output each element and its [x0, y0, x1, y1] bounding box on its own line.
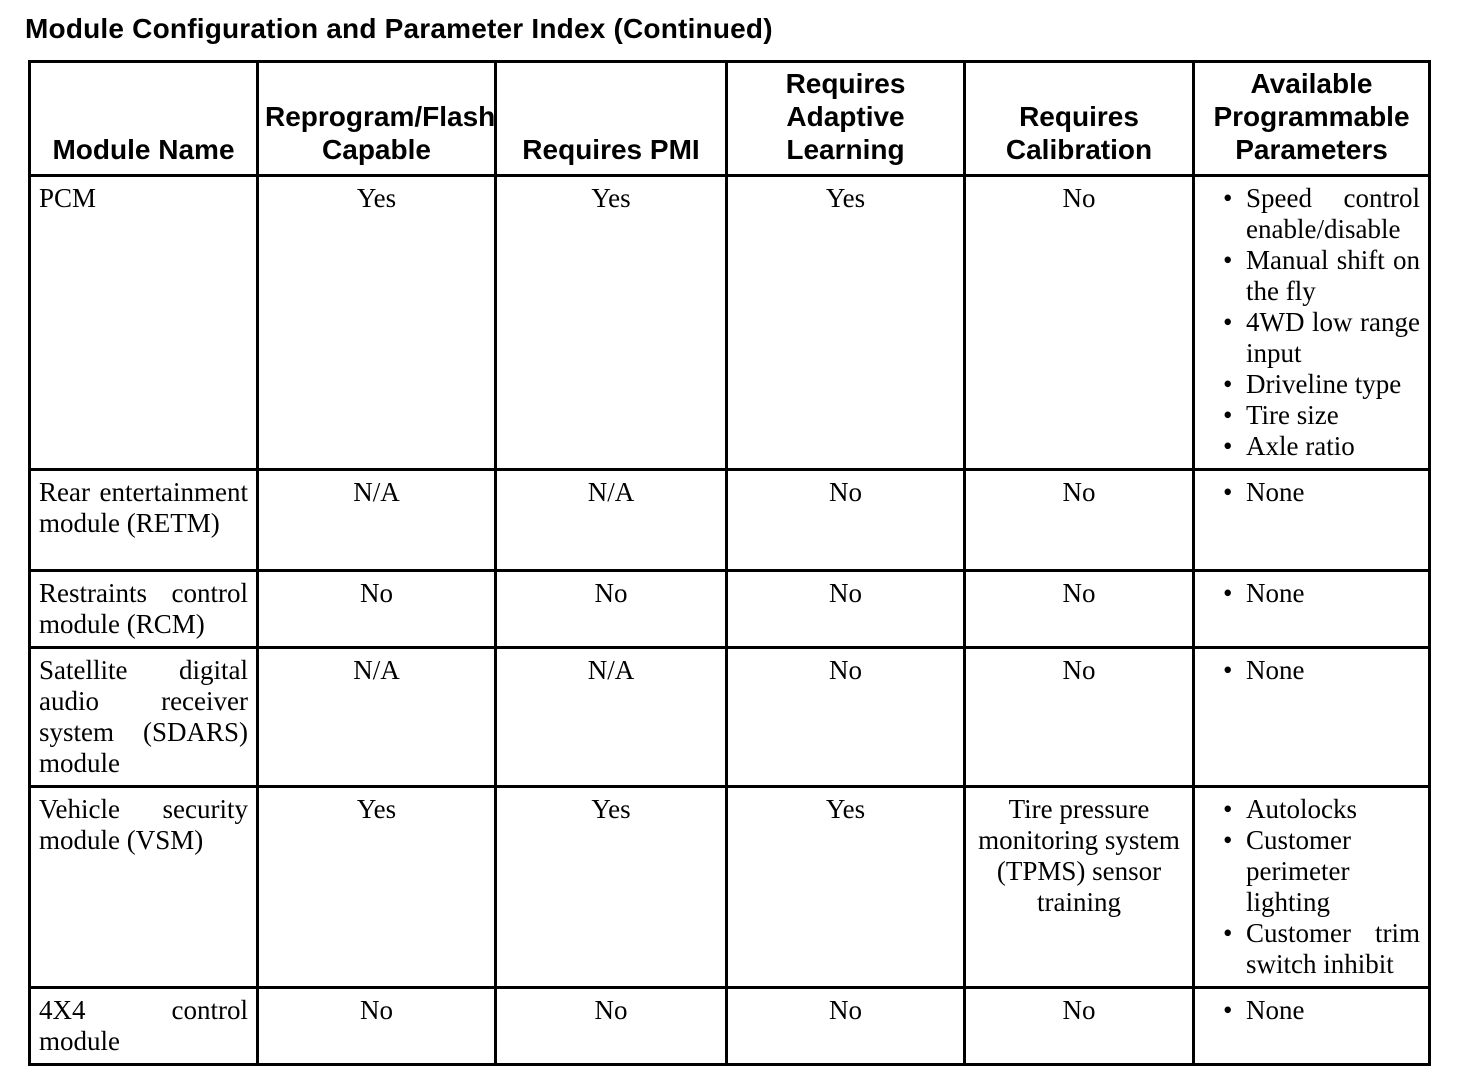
module-name-cell: PCM — [28, 174, 259, 471]
parameters-cell: • None — [1192, 569, 1431, 649]
parameters-cell: • None — [1192, 986, 1431, 1066]
col-header-requires-adaptive-learning: Requires Adaptive Learning — [725, 60, 966, 177]
table-row-rcm: Restraints control module (RCM) No No No… — [28, 569, 1431, 649]
reprogram-cell: N/A — [256, 468, 497, 572]
table-row-retm: Rear entertainment module (RETM) N/A N/A… — [28, 468, 1431, 572]
table-row-vsm: Vehicle security module (VSM) Yes Yes Ye… — [28, 785, 1431, 989]
bullet-icon: • — [1223, 918, 1233, 948]
list-item: • Tire size — [1223, 400, 1339, 430]
list-item: • 4WD low range input — [1223, 307, 1420, 368]
calibration-cell: No — [963, 174, 1195, 471]
adaptive-cell: No — [725, 569, 966, 649]
adaptive-cell: Yes — [725, 174, 966, 471]
bullet-icon: • — [1223, 477, 1233, 507]
adaptive-cell: Yes — [725, 785, 966, 989]
list-item: • Autolocks — [1223, 794, 1357, 824]
parameters-cell: • Speed control enable/disable • Manual sh… — [1192, 174, 1431, 471]
list-item: • Customer trim switch inhibit — [1223, 918, 1420, 979]
calibration-cell: No — [963, 468, 1195, 572]
adaptive-cell: No — [725, 646, 966, 788]
bullet-icon: • — [1223, 245, 1233, 275]
pmi-cell: No — [494, 986, 728, 1066]
calibration-cell: Tire pressure monitoring system (TPMS) s… — [963, 785, 1195, 989]
reprogram-cell: Yes — [256, 174, 497, 471]
list-item: • Driveline type — [1223, 369, 1402, 399]
table-row-4x4: 4X4 control module No No No No • None — [28, 986, 1431, 1066]
module-name-cell: 4X4 control module — [28, 986, 259, 1066]
list-item: • None — [1223, 477, 1305, 507]
module-name-cell: Restraints control module (RCM) — [28, 569, 259, 649]
reprogram-cell: No — [256, 986, 497, 1066]
col-header-requires-calibration: Requires Calibration — [963, 60, 1195, 177]
reprogram-cell: Yes — [256, 785, 497, 989]
table-header-row: Module Name Reprogram/Flash Capable Requ… — [28, 60, 1431, 177]
module-name-cell: Vehicle security module (VSM) — [28, 785, 259, 989]
list-item: • Speed control enable/disable — [1223, 183, 1420, 244]
bullet-icon: • — [1223, 400, 1233, 430]
parameters-cell: • None — [1192, 468, 1431, 572]
calibration-cell: No — [963, 569, 1195, 649]
col-header-available-programmable-parameters: Available Programmable Parameters — [1192, 60, 1431, 177]
adaptive-cell: No — [725, 468, 966, 572]
module-name-cell: Satellite digital audio receiver system … — [28, 646, 259, 788]
table-row-pcm: PCM Yes Yes Yes No • Speed control enable… — [28, 174, 1431, 471]
table-row-sdars: Satellite digital audio receiver system … — [28, 646, 1431, 788]
reprogram-cell: No — [256, 569, 497, 649]
parameters-cell: • None — [1192, 646, 1431, 788]
page-title: Module Configuration and Parameter Index… — [25, 13, 773, 44]
calibration-cell: No — [963, 646, 1195, 788]
list-item: • Customer perimeter lighting — [1223, 825, 1351, 917]
bullet-icon: • — [1223, 794, 1233, 824]
bullet-icon: • — [1223, 431, 1233, 461]
list-item: • Manual shift on the fly — [1223, 245, 1420, 306]
pmi-cell: N/A — [494, 468, 728, 572]
pmi-cell: Yes — [494, 785, 728, 989]
bullet-icon: • — [1223, 655, 1233, 685]
parameters-cell: • Autolocks • Customer perimeter lighting … — [1192, 785, 1431, 989]
col-header-reprogram-flash-capable: Reprogram/Flash Capable — [256, 60, 497, 177]
reprogram-cell: N/A — [256, 646, 497, 788]
bullet-icon: • — [1223, 307, 1233, 337]
list-item: • None — [1223, 655, 1305, 685]
list-item: • Axle ratio — [1223, 431, 1355, 461]
module-config-table: Module Name Reprogram/Flash Capable Requ… — [28, 60, 1431, 1066]
col-header-module-name: Module Name — [28, 60, 259, 177]
bullet-icon: • — [1223, 825, 1233, 855]
bullet-icon: • — [1223, 995, 1233, 1025]
list-item: • None — [1223, 995, 1305, 1025]
calibration-cell: No — [963, 986, 1195, 1066]
pmi-cell: N/A — [494, 646, 728, 788]
bullet-icon: • — [1223, 183, 1233, 213]
bullet-icon: • — [1223, 369, 1233, 399]
module-name-cell: Rear entertainment module (RETM) — [28, 468, 259, 572]
col-header-requires-pmi: Requires PMI — [494, 60, 728, 177]
list-item: • None — [1223, 578, 1305, 608]
bullet-icon: • — [1223, 578, 1233, 608]
adaptive-cell: No — [725, 986, 966, 1066]
pmi-cell: No — [494, 569, 728, 649]
pmi-cell: Yes — [494, 174, 728, 471]
